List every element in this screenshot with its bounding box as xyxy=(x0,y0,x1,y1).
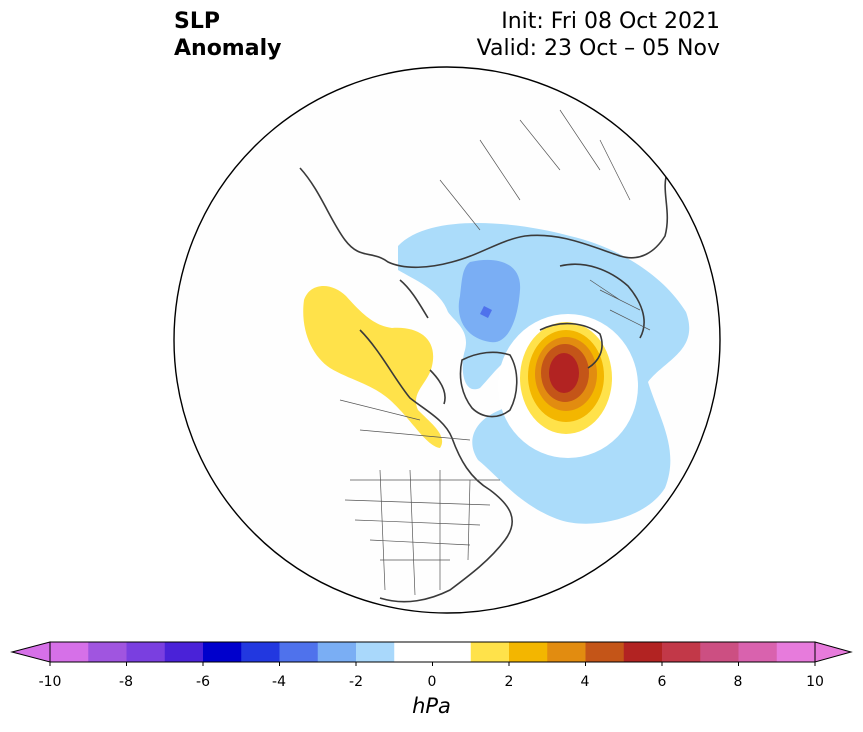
tick-label: -2 xyxy=(349,674,363,690)
colorbar-unit: hPa xyxy=(412,694,451,718)
colorbar-extend-min xyxy=(10,641,51,663)
colorbar-segment xyxy=(509,642,548,662)
title-line-1: SLP xyxy=(174,9,220,34)
borders xyxy=(339,109,651,596)
colorbar-segment xyxy=(50,642,89,662)
colorbar-segment xyxy=(88,642,127,662)
colorbar-segment xyxy=(700,642,739,662)
colorbar-segment xyxy=(279,642,319,662)
tick-label: 2 xyxy=(504,674,514,690)
tick-label: 8 xyxy=(733,674,743,690)
tick-label: 6 xyxy=(657,674,667,690)
tick-label: 10 xyxy=(806,674,824,690)
colorbar-segment xyxy=(394,642,433,662)
init-date: Init: Fri 08 Oct 2021 xyxy=(501,9,720,34)
tick-label: -8 xyxy=(119,674,133,690)
colorbar-segment xyxy=(241,642,280,662)
colorbar xyxy=(10,641,853,666)
colorbar-segment xyxy=(662,642,701,662)
colorbar-segment xyxy=(432,642,472,662)
negative-anomaly-min xyxy=(480,306,492,318)
tick-label: -4 xyxy=(272,674,286,690)
valid-period: Valid: 23 Oct – 05 Nov xyxy=(476,36,720,61)
positive-anomaly-pacific xyxy=(303,285,443,448)
tick-label: -6 xyxy=(196,674,210,690)
tick-label: -10 xyxy=(38,674,62,690)
title-block-left: SLP Anomaly xyxy=(174,8,281,62)
title-block-right: Init: Fri 08 Oct 2021 Valid: 23 Oct – 05… xyxy=(477,8,720,62)
colorbar-segment xyxy=(585,642,625,662)
colorbar-segment xyxy=(738,642,778,662)
colorbar-segment xyxy=(203,642,242,662)
colorbar-segment xyxy=(317,642,357,662)
colorbar-segment xyxy=(164,642,204,662)
colorbar-segment xyxy=(356,642,395,662)
colorbar-extend-max xyxy=(814,641,853,663)
colorbar-segment xyxy=(126,642,166,662)
colorbar-segment xyxy=(776,642,816,662)
tick-label: 4 xyxy=(580,674,590,690)
colorbar-segment xyxy=(547,642,586,662)
positive-anomaly-5 xyxy=(549,353,579,393)
title-line-2: Anomaly xyxy=(174,36,282,61)
polar-map xyxy=(173,66,721,614)
coastlines xyxy=(299,167,669,603)
negative-anomaly-core xyxy=(458,259,521,343)
tick-label: 0 xyxy=(427,674,437,690)
colorbar-segment xyxy=(623,642,663,662)
colorbar-segment xyxy=(470,642,510,662)
